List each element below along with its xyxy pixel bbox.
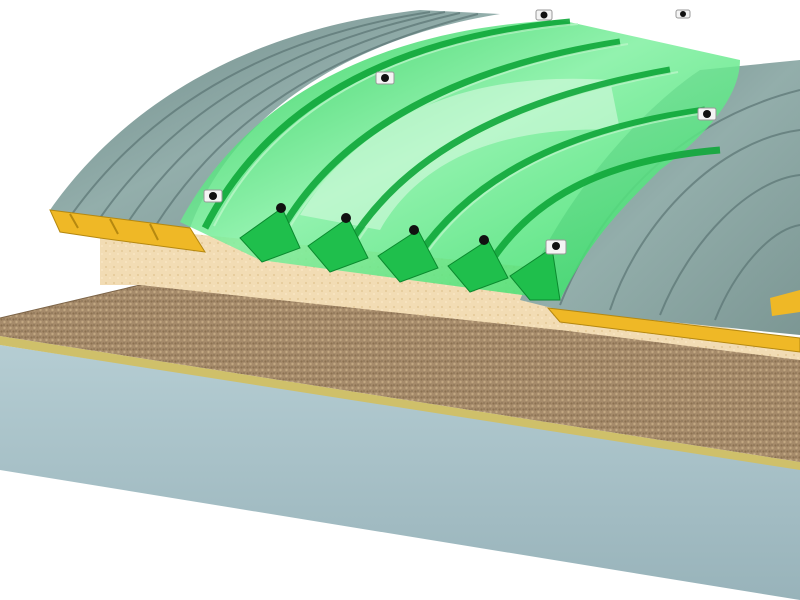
translucent-skylight-panel (180, 18, 740, 301)
metal-roof-panel (50, 10, 500, 228)
fixing-clip (203, 9, 717, 255)
concrete-base-slab (0, 336, 800, 600)
panel-edge-foam (546, 290, 800, 353)
panel-edge-foam (49, 209, 206, 253)
